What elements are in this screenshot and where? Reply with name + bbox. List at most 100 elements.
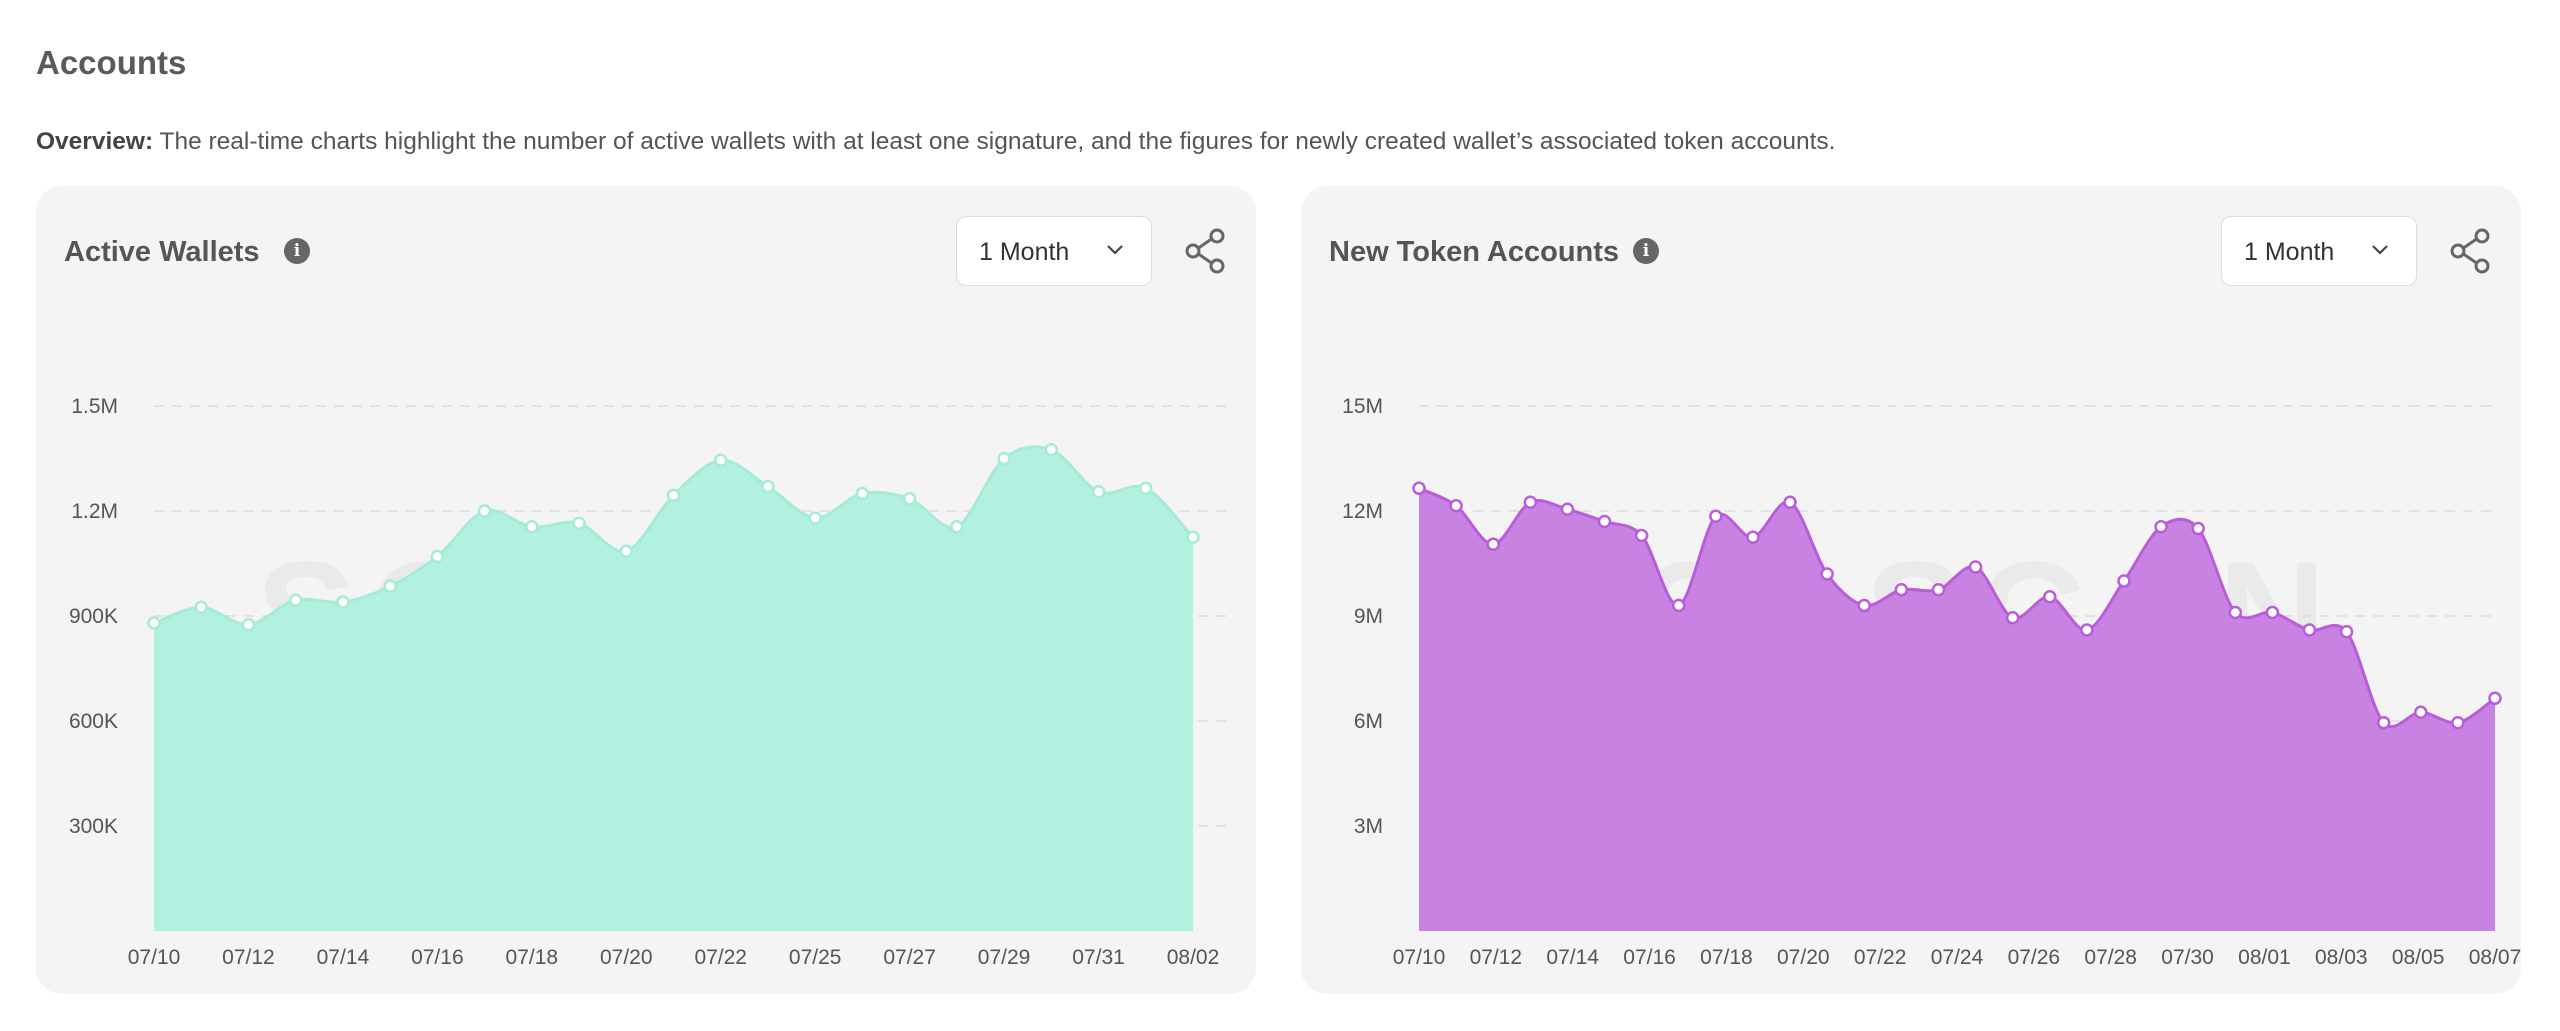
- data-point: [1523, 495, 1538, 509]
- data-point: [1486, 537, 1500, 551]
- data-point: [1091, 485, 1106, 499]
- overview-label: Overview:: [36, 128, 154, 155]
- overview-text: Overview: The real-time charts highlight…: [36, 128, 1835, 156]
- data-point: [2005, 611, 2020, 625]
- data-point: [2117, 574, 2131, 588]
- x-tick-label: 08/01: [2238, 946, 2291, 969]
- x-tick-label: 07/10: [128, 946, 181, 969]
- y-tick-label: 9M: [1354, 605, 1383, 628]
- x-tick-label: 07/30: [2161, 946, 2214, 969]
- data-point: [2488, 691, 2502, 705]
- data-point: [525, 520, 539, 534]
- x-tick-label: 07/22: [1854, 946, 1907, 969]
- data-point: [1931, 583, 1946, 597]
- y-tick-label: 1.5M: [71, 395, 118, 418]
- range-select-value: 1 Month: [2244, 238, 2335, 266]
- info-icon[interactable]: i: [1633, 238, 1659, 264]
- data-point: [1671, 598, 1686, 613]
- data-point: [194, 600, 208, 614]
- section-title: Accounts: [36, 44, 187, 81]
- chevron-down-icon: [2372, 245, 2388, 255]
- x-tick-label: 07/14: [1546, 946, 1599, 969]
- data-point: [1044, 443, 1059, 457]
- data-point: [1783, 495, 1797, 509]
- x-tick-label: 07/24: [1931, 946, 1984, 969]
- data-point: [2302, 623, 2317, 637]
- data-point: [1597, 514, 1612, 529]
- data-point: [572, 516, 586, 530]
- card-title: Active Wallets: [64, 236, 260, 268]
- data-point: [997, 451, 1011, 466]
- active-wallets-chart: SOLSCAN300K600K900K1.2M1.5M07/1007/1207/…: [69, 395, 1230, 969]
- x-tick-label: 07/26: [2008, 946, 2061, 969]
- y-tick-label: 3M: [1354, 815, 1383, 838]
- data-point: [2451, 716, 2465, 730]
- data-point: [1746, 530, 1760, 544]
- x-tick-label: 07/20: [600, 946, 653, 969]
- data-point: [713, 453, 728, 467]
- y-tick-label: 900K: [69, 605, 118, 628]
- data-point: [2228, 605, 2243, 620]
- area-fill: [1419, 488, 2495, 931]
- x-tick-label: 07/25: [789, 946, 842, 969]
- data-point: [1894, 583, 1909, 597]
- data-point: [2376, 716, 2391, 730]
- x-tick-label: 08/02: [1167, 946, 1220, 969]
- chevron-down-icon: [1107, 245, 1123, 255]
- overview-description: The real-time charts highlight the numbe…: [153, 128, 1836, 155]
- data-point: [336, 595, 350, 609]
- data-point: [2191, 521, 2205, 536]
- data-point: [147, 616, 161, 630]
- data-point: [2043, 590, 2057, 604]
- data-point: [1186, 530, 1200, 544]
- share-icon[interactable]: [2449, 228, 2491, 274]
- x-tick-label: 07/14: [317, 946, 370, 969]
- x-tick-label: 08/03: [2315, 946, 2368, 969]
- x-tick-label: 07/22: [694, 946, 747, 969]
- data-point: [761, 479, 775, 494]
- data-point: [2339, 625, 2354, 639]
- x-tick-label: 07/29: [978, 946, 1031, 969]
- data-point: [1709, 509, 1723, 523]
- data-point: [950, 520, 964, 534]
- data-point: [1857, 598, 1871, 613]
- x-tick-label: 08/07: [2469, 946, 2521, 969]
- data-point: [2080, 623, 2094, 637]
- x-tick-label: 07/27: [883, 946, 936, 969]
- data-point: [1412, 481, 1426, 495]
- y-tick-label: 1.2M: [71, 500, 118, 523]
- data-point: [902, 492, 917, 506]
- y-tick-label: 12M: [1342, 500, 1383, 523]
- data-point: [1139, 481, 1153, 495]
- data-point: [1449, 499, 1463, 513]
- data-point: [1820, 567, 1834, 581]
- data-point: [477, 504, 492, 518]
- y-tick-label: 6M: [1354, 710, 1383, 733]
- data-point: [383, 579, 397, 593]
- data-point: [855, 486, 870, 501]
- x-tick-label: 07/20: [1777, 946, 1830, 969]
- range-select-value: 1 Month: [979, 238, 1070, 266]
- range-select[interactable]: 1 Month: [2221, 216, 2417, 286]
- x-tick-label: 07/16: [411, 946, 464, 969]
- data-point: [1560, 502, 1575, 516]
- new-token-accounts-chart: SOLSCAN3M6M9M12M15M07/1007/1207/1407/160…: [1342, 395, 2521, 969]
- x-tick-label: 07/18: [1700, 946, 1753, 969]
- data-point: [430, 549, 445, 564]
- info-icon[interactable]: i: [284, 238, 310, 264]
- x-tick-label: 07/28: [2084, 946, 2137, 969]
- range-select[interactable]: 1 Month: [956, 216, 1152, 286]
- data-point: [1968, 560, 1983, 574]
- data-point: [241, 618, 256, 632]
- data-point: [288, 593, 303, 607]
- x-tick-label: 07/18: [506, 946, 559, 969]
- data-point: [2414, 705, 2428, 719]
- x-tick-label: 07/16: [1623, 946, 1676, 969]
- data-point: [2154, 520, 2168, 534]
- data-point: [2265, 605, 2280, 620]
- x-tick-label: 07/12: [1470, 946, 1523, 969]
- share-icon[interactable]: [1184, 228, 1226, 274]
- data-point: [1634, 528, 1649, 543]
- card-title: New Token Accounts: [1329, 236, 1620, 268]
- data-point: [619, 544, 634, 558]
